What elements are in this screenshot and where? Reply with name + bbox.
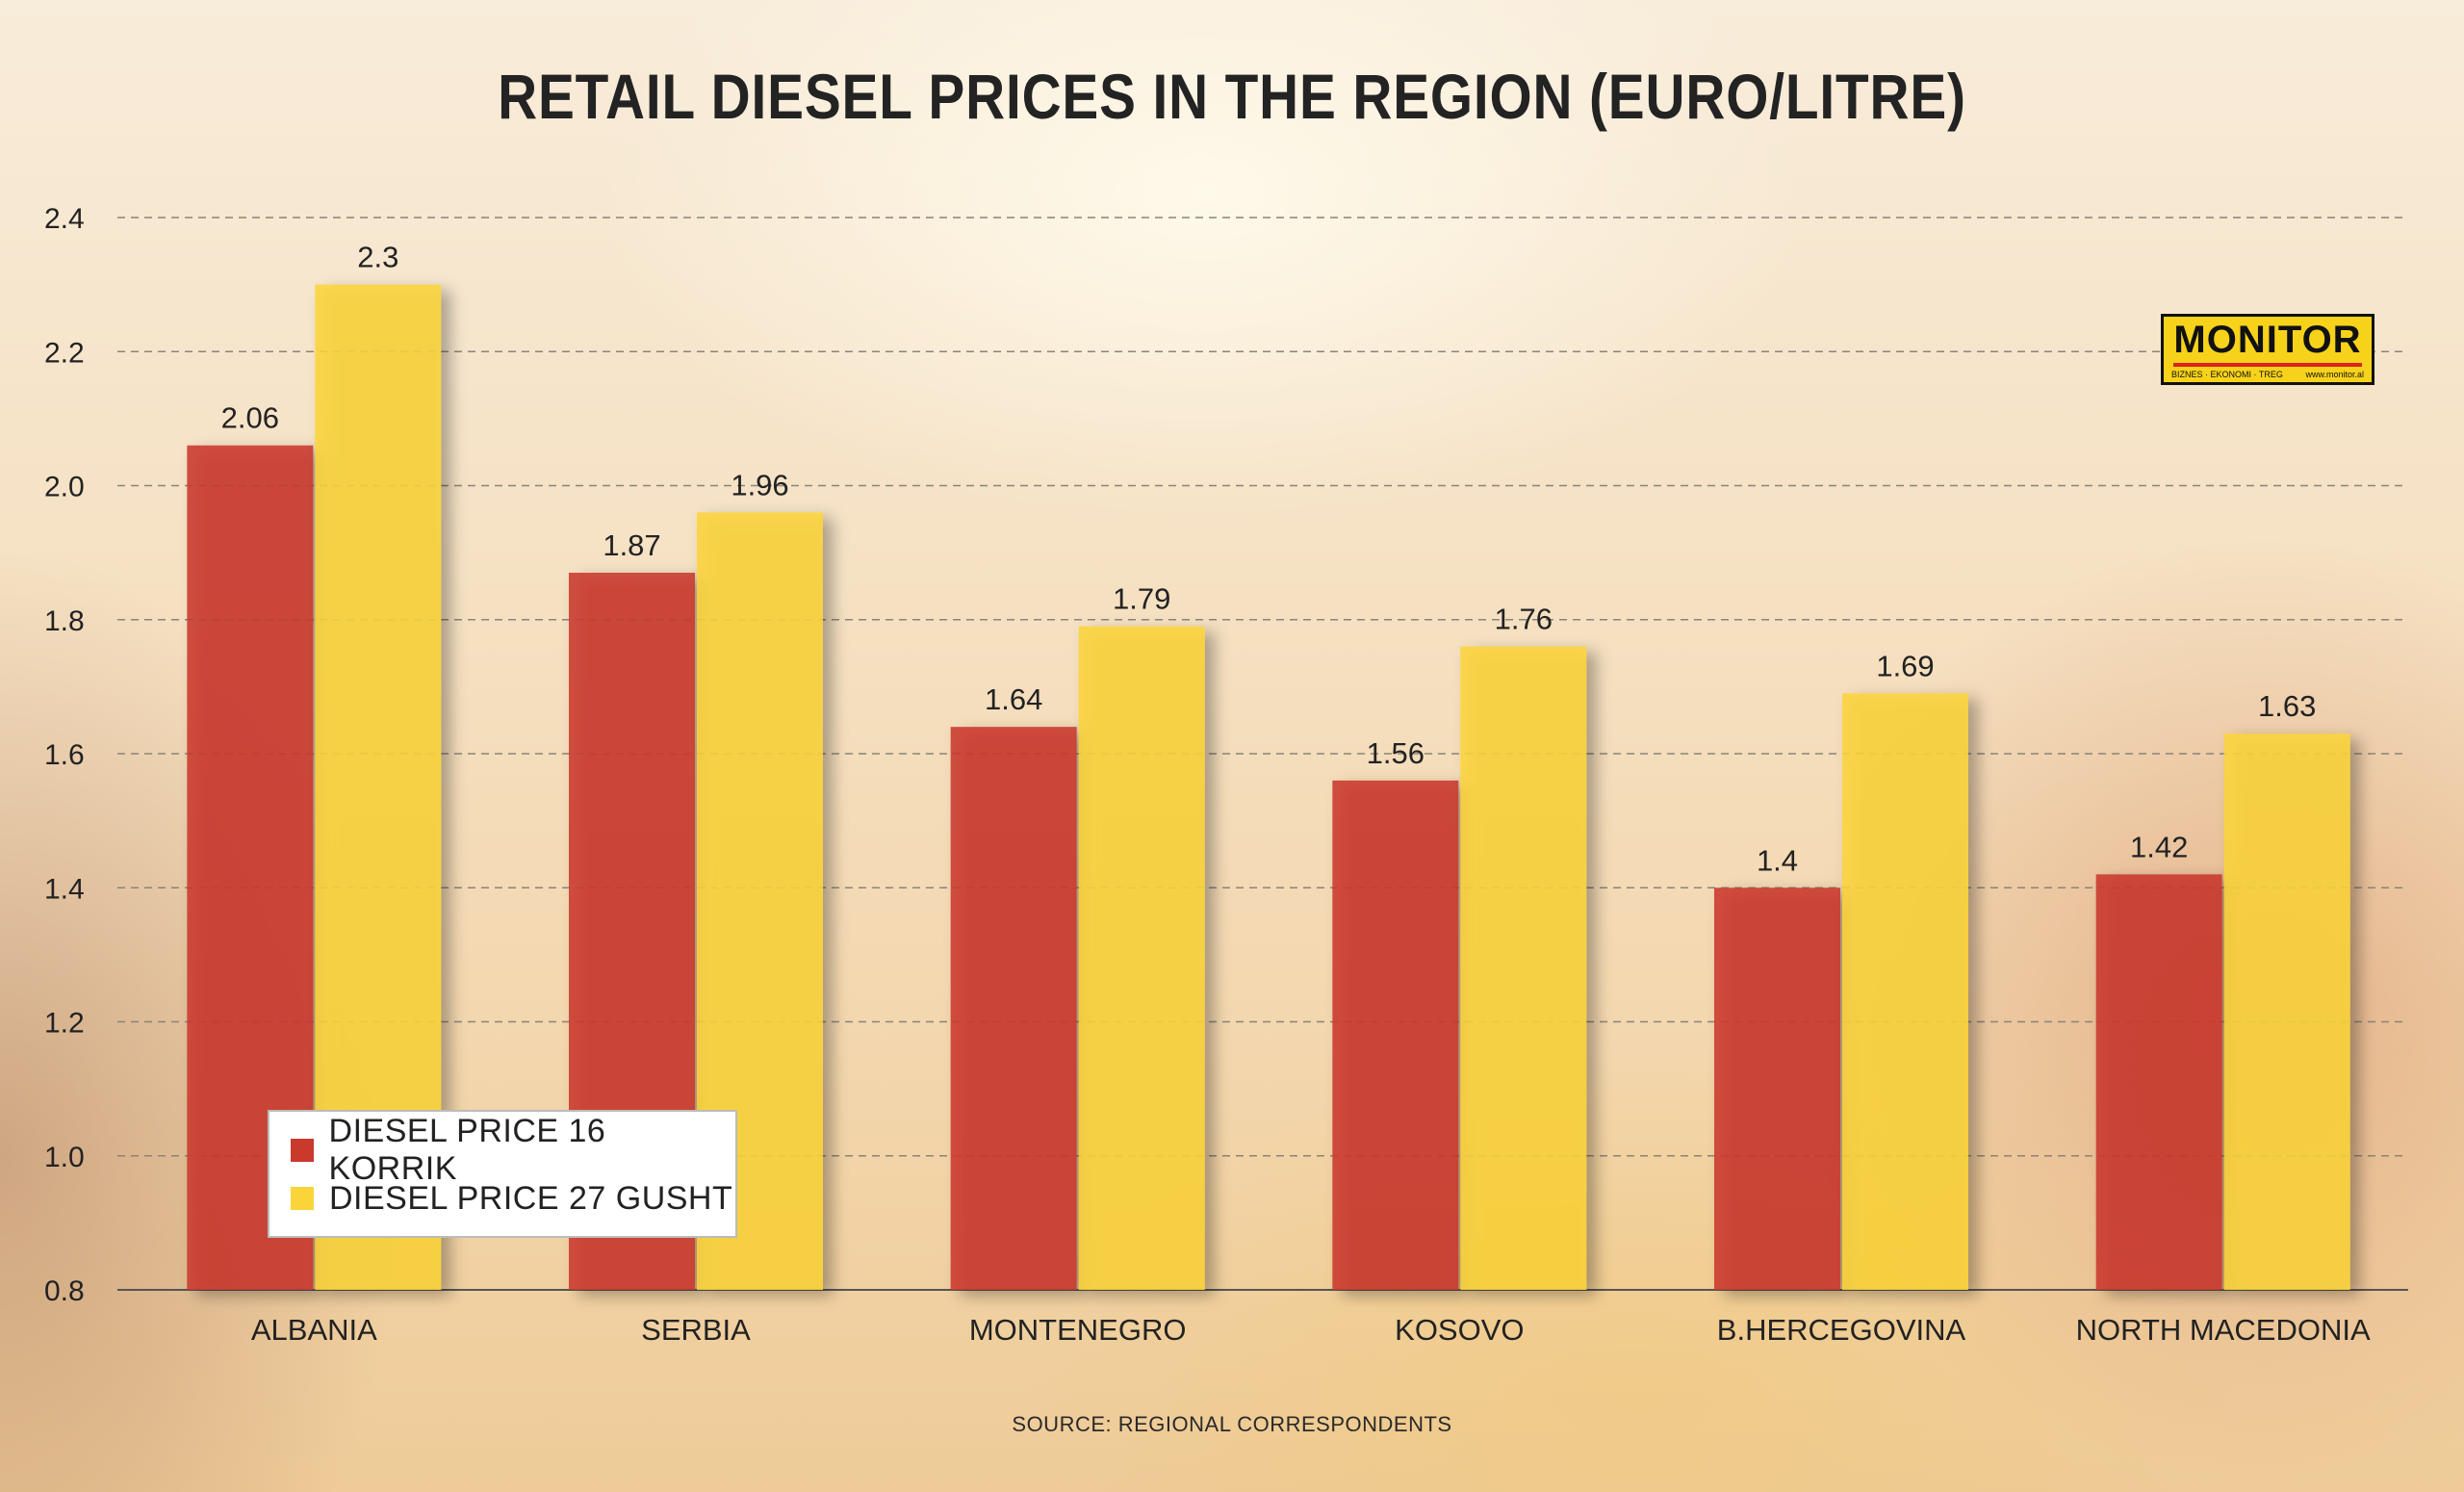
x-tick-label: NORTH MACEDONIA — [2076, 1313, 2371, 1347]
bar-korrik — [1714, 887, 1840, 1290]
x-tick-label: SERBIA — [641, 1313, 751, 1347]
y-tick-label: 2.0 — [44, 472, 85, 503]
x-tick-label: KOSOVO — [1395, 1313, 1524, 1347]
bar-gusht — [1842, 693, 1968, 1290]
chart-title: RETAIL DIESEL PRICES IN THE REGION (EURO… — [498, 61, 1966, 132]
logo-tagline: BIZNES · EKONOMI · TREG www.monitor.al — [2171, 370, 2364, 379]
logo-wordmark: MONITOR — [2173, 319, 2362, 361]
bar-korrik — [1332, 780, 1459, 1290]
data-label: 1.96 — [731, 468, 788, 502]
data-label: 1.42 — [2130, 830, 2188, 863]
y-tick-label: 1.0 — [44, 1142, 85, 1173]
y-tick-label: 1.4 — [44, 873, 85, 905]
y-tick-label: 2.2 — [44, 337, 85, 369]
data-label: 1.69 — [1876, 649, 1934, 682]
y-tick-label: 1.8 — [44, 605, 85, 637]
data-label: 1.4 — [1757, 843, 1798, 877]
x-tick-label: ALBANIA — [251, 1313, 377, 1347]
data-label: 1.87 — [603, 528, 660, 562]
legend-label: DIESEL PRICE 27 GUSHT — [329, 1179, 733, 1217]
legend-item-gusht: DIESEL PRICE 27 GUSHT — [291, 1179, 732, 1218]
legend-item-korrik: DIESEL PRICE 16 KORRIK — [291, 1113, 735, 1187]
legend-label: DIESEL PRICE 16 KORRIK — [328, 1113, 606, 1187]
legend-swatch-yellow — [291, 1187, 314, 1210]
x-tick-label: B.HERCEGOVINA — [1717, 1313, 1966, 1347]
logo-url: www.monitor.al — [2305, 370, 2364, 379]
data-label: 2.3 — [357, 241, 398, 274]
monitor-logo: MONITOR BIZNES · EKONOMI · TREG www.moni… — [2161, 314, 2374, 385]
data-label: 1.56 — [1367, 736, 1424, 770]
bar-gusht — [1460, 646, 1587, 1290]
bar-gusht — [2223, 733, 2350, 1290]
bar-korrik — [2095, 874, 2222, 1290]
bar-gusht — [1078, 626, 1205, 1290]
y-tick-label: 2.4 — [44, 203, 85, 235]
data-label: 1.76 — [1495, 603, 1553, 636]
data-label: 1.63 — [2258, 689, 2316, 723]
data-label: 2.06 — [221, 401, 279, 435]
y-tick-label: 1.6 — [44, 739, 85, 771]
logo-tagline-text: BIZNES · EKONOMI · TREG — [2171, 370, 2283, 379]
data-label: 1.79 — [1113, 582, 1170, 616]
chart-legend: DIESEL PRICE 16 KORRIK DIESEL PRICE 27 G… — [268, 1110, 737, 1238]
logo-underline — [2173, 363, 2362, 367]
y-tick-label: 0.8 — [44, 1275, 85, 1307]
bar-korrik — [950, 727, 1077, 1290]
data-label: 1.64 — [985, 682, 1042, 716]
source-note: SOURCE: REGIONAL CORRESPONDENTS — [1012, 1412, 1452, 1436]
y-tick-label: 1.2 — [44, 1008, 85, 1040]
x-tick-label: MONTENEGRO — [969, 1313, 1187, 1347]
legend-swatch-red — [291, 1139, 314, 1162]
